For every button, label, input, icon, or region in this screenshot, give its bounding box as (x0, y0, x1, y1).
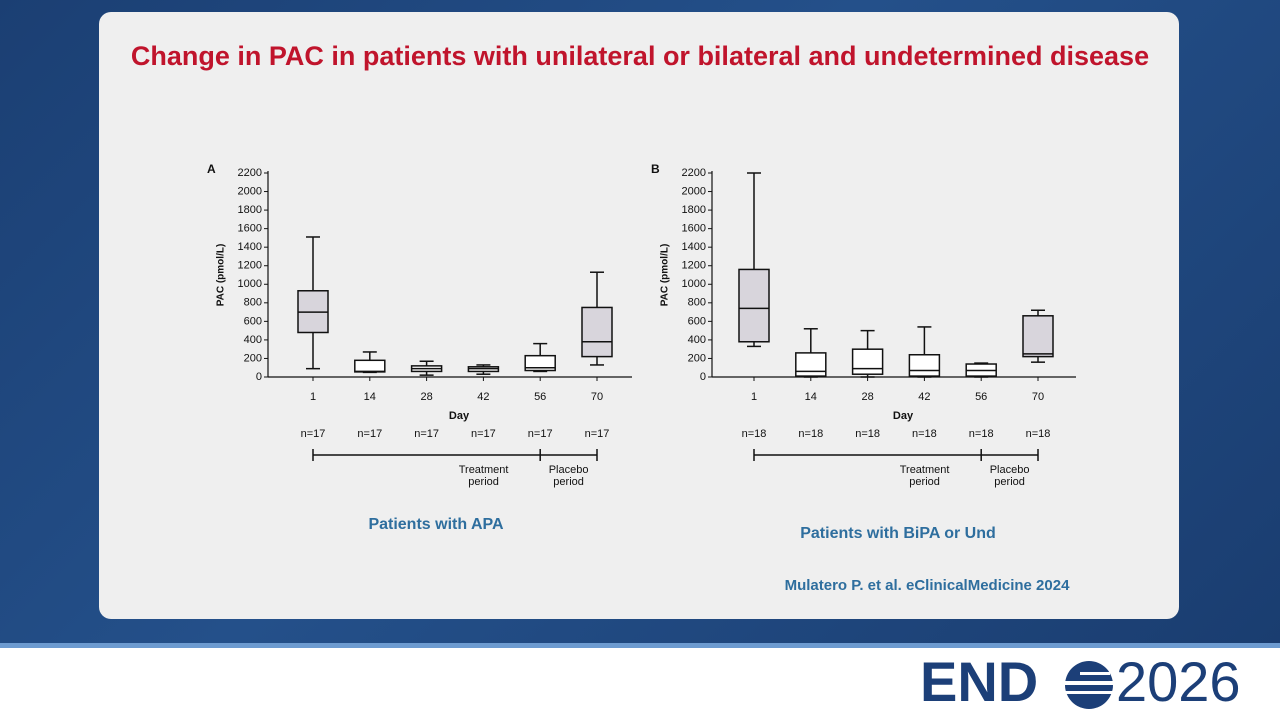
y-tick-label: 400 (688, 334, 706, 346)
period-label: Treatment (459, 464, 509, 476)
y-tick-label: 800 (244, 297, 262, 309)
x-tick-label: 28 (420, 391, 432, 403)
x-axis-label: Day (449, 410, 470, 422)
n-label: n=17 (301, 428, 326, 440)
content-panel (99, 12, 1179, 619)
y-tick-label: 1800 (682, 204, 706, 216)
y-tick-label: 1200 (238, 260, 262, 272)
panel-letter: B (651, 162, 660, 176)
chart-caption: Patients with APA (368, 516, 504, 533)
y-tick-label: 2000 (682, 185, 706, 197)
n-label: n=18 (1026, 428, 1051, 440)
chart-caption: Patients with BiPA or Und (800, 525, 996, 542)
y-tick-label: 1200 (682, 260, 706, 272)
y-tick-label: 1000 (682, 278, 706, 290)
n-label: n=17 (357, 428, 382, 440)
y-tick-label: 1000 (238, 278, 262, 290)
x-tick-label: 1 (310, 391, 316, 403)
box (738, 268, 770, 343)
x-tick-label: 70 (1032, 391, 1044, 403)
x-tick-label: 56 (534, 391, 546, 403)
n-label: n=18 (798, 428, 823, 440)
stripe (0, 643, 1280, 648)
period-label: Treatment (900, 464, 950, 476)
x-tick-label: 42 (918, 391, 930, 403)
n-label: n=18 (912, 428, 937, 440)
box (524, 354, 556, 372)
n-label: n=18 (969, 428, 994, 440)
x-axis-label: Day (893, 410, 914, 422)
n-label: n=17 (414, 428, 439, 440)
period-label: period (468, 476, 499, 488)
n-label: n=17 (585, 428, 610, 440)
y-tick-label: 1400 (238, 241, 262, 253)
logo-globe (1062, 661, 1116, 709)
y-tick-label: 600 (688, 315, 706, 327)
x-tick-label: 70 (591, 391, 603, 403)
citation: Mulatero P. et al. eClinicalMedicine 202… (785, 577, 1070, 594)
y-tick-label: 400 (244, 334, 262, 346)
y-tick-label: 2200 (238, 167, 262, 179)
logo-text: END (920, 650, 1038, 713)
slide-title: Change in PAC in patients with unilatera… (131, 41, 1149, 71)
x-tick-label: 14 (805, 391, 817, 403)
period-label: Placebo (990, 464, 1030, 476)
x-tick-label: 56 (975, 391, 987, 403)
panel-letter: A (207, 162, 216, 176)
n-label: n=18 (742, 428, 767, 440)
y-tick-label: 1400 (682, 241, 706, 253)
y-tick-label: 1800 (238, 204, 262, 216)
y-tick-label: 600 (244, 315, 262, 327)
y-tick-label: 2200 (682, 167, 706, 179)
period-label: period (553, 476, 584, 488)
y-tick-label: 800 (688, 297, 706, 309)
y-tick-label: 1600 (682, 223, 706, 235)
box (851, 348, 884, 375)
y-axis-label: PAC (pmol/L) (660, 244, 671, 307)
period-label: Placebo (549, 464, 589, 476)
y-tick-label: 0 (700, 371, 706, 383)
y-tick-label: 200 (244, 352, 262, 364)
box (1022, 315, 1054, 358)
y-tick-label: 2000 (238, 185, 262, 197)
box (581, 306, 613, 358)
n-label: n=17 (528, 428, 553, 440)
x-tick-label: 28 (861, 391, 873, 403)
y-tick-label: 1600 (238, 223, 262, 235)
box (908, 353, 941, 377)
period-label: period (994, 476, 1025, 488)
y-tick-label: 200 (688, 352, 706, 364)
x-tick-label: 1 (751, 391, 757, 403)
n-label: n=18 (855, 428, 880, 440)
box (795, 352, 827, 377)
box (354, 359, 386, 373)
y-axis-label: PAC (pmol/L) (216, 244, 227, 307)
y-tick-label: 0 (256, 371, 262, 383)
x-tick-label: 42 (477, 391, 489, 403)
logo-year: 2026 (1116, 650, 1241, 713)
x-tick-label: 14 (364, 391, 376, 403)
n-label: n=17 (471, 428, 496, 440)
period-label: period (909, 476, 940, 488)
